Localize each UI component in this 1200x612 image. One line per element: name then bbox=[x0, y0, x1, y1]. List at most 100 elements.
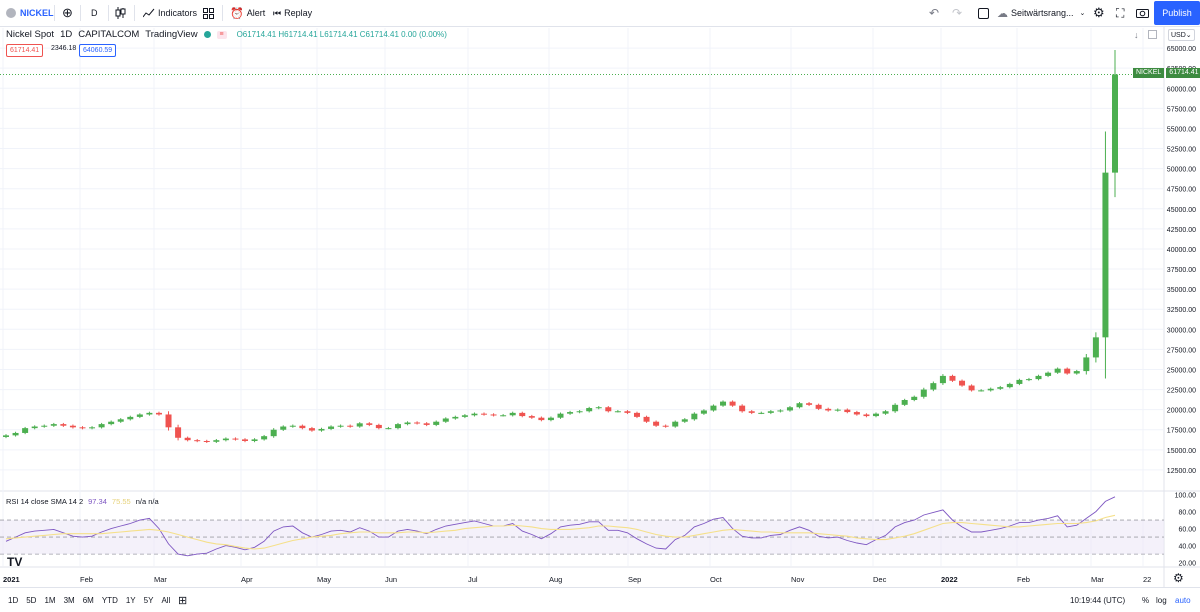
range-button-1m[interactable]: 1M bbox=[44, 595, 56, 605]
settings-gear-icon[interactable]: ⚙ bbox=[1093, 5, 1105, 20]
candle-body bbox=[758, 412, 765, 414]
candle-body bbox=[308, 428, 315, 431]
fullscreen-icon[interactable]: ⛶ bbox=[1116, 5, 1125, 20]
candle-body bbox=[968, 385, 975, 391]
candle-body bbox=[423, 423, 430, 425]
last-price-symbol: NICKEL bbox=[1133, 68, 1165, 78]
market-status-icon bbox=[203, 31, 211, 38]
replay-button[interactable]: ⏮ Replay bbox=[273, 0, 312, 26]
candle-body bbox=[1006, 383, 1013, 388]
candle-body bbox=[825, 408, 832, 411]
range-button-all[interactable]: All bbox=[161, 595, 171, 605]
flag-icon[interactable]: ≡ bbox=[216, 30, 227, 39]
currency-selector[interactable]: USD⌄ bbox=[1168, 29, 1195, 41]
candle-body bbox=[576, 411, 583, 413]
interval-button[interactable]: D bbox=[91, 8, 98, 18]
legend-title: Nickel Spot bbox=[6, 29, 55, 40]
rsi-extra-value: n/a n/a bbox=[135, 497, 159, 506]
candle-body bbox=[863, 414, 870, 417]
arrow-down-icon[interactable]: ↓ bbox=[1134, 30, 1139, 40]
time-tick-label: Feb bbox=[80, 575, 93, 584]
candle-body bbox=[1073, 371, 1080, 374]
clock-time[interactable]: 10:19:44 (UTC) bbox=[1070, 595, 1126, 605]
price-grid bbox=[0, 26, 1200, 588]
camera-icon[interactable] bbox=[1136, 0, 1149, 26]
candle-body bbox=[299, 425, 306, 429]
range-button-5d[interactable]: 5D bbox=[26, 595, 37, 605]
candle-body bbox=[12, 432, 19, 436]
time-tick-label: Oct bbox=[710, 575, 723, 584]
fullscreen-layout-icon[interactable] bbox=[978, 0, 989, 26]
time-tick-label: 22 bbox=[1143, 575, 1151, 584]
price-tick-label: 37500.00 bbox=[1167, 267, 1196, 274]
candle-body bbox=[806, 403, 813, 405]
time-tick-label: Feb bbox=[1017, 575, 1030, 584]
undo-icon[interactable]: ↶ bbox=[929, 6, 940, 20]
candle-body bbox=[653, 421, 660, 426]
candle-type-icon[interactable] bbox=[115, 0, 126, 26]
range-button-6m[interactable]: 6M bbox=[82, 595, 94, 605]
axis-settings-gear-icon[interactable]: ⚙ bbox=[1173, 571, 1184, 585]
redo-icon[interactable]: ↷ bbox=[952, 6, 963, 20]
candle-body bbox=[347, 425, 354, 427]
indicators-button[interactable]: Indicators bbox=[143, 0, 197, 26]
candle-body bbox=[366, 423, 373, 425]
rsi-sma-value: 75.55 bbox=[111, 497, 131, 506]
date-range-calendar-icon[interactable]: ⊞ bbox=[178, 594, 188, 607]
candle-body bbox=[461, 415, 468, 417]
candle-body bbox=[385, 428, 392, 430]
range-button-1d[interactable]: 1D bbox=[8, 595, 19, 605]
candle-body bbox=[595, 407, 602, 409]
candle-body bbox=[60, 424, 67, 426]
candle-body bbox=[481, 413, 488, 415]
layout-selector[interactable]: ☁ Seitwärtsrang... ⌄ bbox=[997, 0, 1085, 26]
price-tick-label: 57500.00 bbox=[1167, 106, 1196, 113]
candle-body bbox=[232, 438, 239, 440]
candle-body bbox=[691, 413, 698, 420]
candle-body bbox=[643, 416, 650, 422]
log-toggle[interactable]: log bbox=[1156, 595, 1167, 605]
publish-button[interactable]: Publish bbox=[1154, 1, 1200, 25]
candle-body bbox=[1035, 375, 1042, 380]
templates-grid-icon[interactable] bbox=[203, 0, 214, 26]
legend-source: TradingView bbox=[145, 29, 198, 40]
candle-body bbox=[213, 440, 220, 442]
candle-body bbox=[1083, 357, 1090, 372]
candle-body bbox=[1092, 337, 1099, 358]
rsi-tick-label: 80.00 bbox=[1178, 510, 1196, 517]
candle-body bbox=[414, 422, 421, 424]
candle-body bbox=[136, 414, 143, 417]
price-tick-label: 65000.00 bbox=[1167, 46, 1196, 53]
symbol-logo-icon bbox=[6, 8, 16, 18]
candle-body bbox=[318, 428, 325, 431]
candle-body bbox=[729, 401, 736, 406]
percent-toggle[interactable]: % bbox=[1142, 595, 1150, 605]
range-button-ytd[interactable]: YTD bbox=[101, 595, 118, 605]
ask-price-box[interactable]: 64060.59 bbox=[79, 44, 117, 57]
candle-body bbox=[194, 440, 201, 442]
replay-icon: ⏮ bbox=[273, 7, 282, 18]
range-button-3m[interactable]: 3M bbox=[63, 595, 75, 605]
time-tick-label: Mar bbox=[1091, 575, 1104, 584]
candle-body bbox=[710, 405, 717, 411]
bid-price-box[interactable]: 61714.41 bbox=[6, 44, 44, 57]
candle-body bbox=[978, 390, 985, 392]
range-button-1y[interactable]: 1Y bbox=[125, 595, 136, 605]
price-tick-label: 35000.00 bbox=[1167, 287, 1196, 294]
rsi-tick-label: 100.00 bbox=[1175, 493, 1197, 500]
candle-body bbox=[911, 396, 918, 401]
alert-button[interactable]: ⏰ Alert bbox=[230, 0, 265, 26]
candle-body bbox=[375, 424, 382, 429]
auto-toggle[interactable]: auto bbox=[1175, 595, 1191, 605]
candle-body bbox=[328, 426, 335, 429]
compare-plus-icon[interactable]: ⊕ bbox=[62, 5, 73, 20]
maximize-icon[interactable] bbox=[1148, 30, 1157, 39]
candle-body bbox=[108, 421, 115, 425]
range-button-5y[interactable]: 5Y bbox=[143, 595, 154, 605]
candle-body bbox=[289, 425, 296, 427]
candle-body bbox=[633, 412, 640, 417]
price-candles bbox=[0, 49, 1164, 443]
price-tick-label: 15000.00 bbox=[1167, 448, 1196, 455]
symbol-search[interactable]: NICKEL bbox=[6, 0, 54, 26]
